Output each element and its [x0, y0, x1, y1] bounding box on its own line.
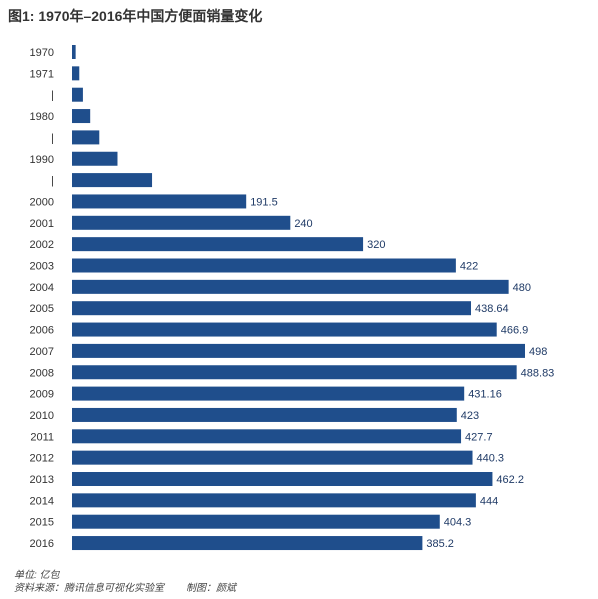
- bar: [72, 493, 476, 508]
- bar: [72, 301, 472, 316]
- category-label: 2008: [30, 367, 54, 379]
- bar: [72, 536, 423, 551]
- data-label: 488.83: [521, 367, 555, 379]
- chart-title: 图1: 1970年–2016年中国方便面销量变化: [8, 8, 263, 24]
- bar: [72, 66, 80, 81]
- data-label: 466.9: [501, 325, 529, 337]
- data-label: 404.3: [444, 517, 472, 529]
- category-label: 1970: [30, 47, 54, 59]
- data-label: 423: [461, 410, 479, 422]
- category-label: |: [51, 175, 54, 187]
- bar: [72, 472, 493, 486]
- bar: [72, 194, 247, 209]
- maker-text: 制图：颜斌: [186, 583, 236, 594]
- category-label: 2006: [30, 325, 54, 337]
- category-label: 2016: [30, 538, 54, 550]
- bar: [72, 109, 91, 124]
- category-label: 2005: [30, 303, 54, 315]
- category-label: 2007: [30, 346, 54, 358]
- category-label: 2002: [30, 239, 54, 251]
- category-label: 1980: [30, 111, 54, 123]
- data-label: 444: [480, 495, 498, 507]
- category-label: 2013: [30, 474, 54, 486]
- bar: [72, 407, 457, 422]
- category-label: 2004: [30, 282, 54, 294]
- source-note: 资料来源：腾讯信息可视化实验室 制图：颜斌: [14, 579, 236, 594]
- bar: [72, 258, 456, 273]
- bar: [72, 130, 100, 145]
- category-label: |: [51, 90, 54, 102]
- category-label: |: [51, 132, 54, 144]
- category-label: 2010: [30, 410, 54, 422]
- category-label: 2012: [30, 453, 54, 465]
- category-label: 2015: [30, 517, 54, 529]
- bar: [72, 279, 509, 294]
- category-label: 2000: [30, 196, 54, 208]
- bar: [72, 365, 517, 380]
- bar: [72, 343, 525, 358]
- source-text: 资料来源：腾讯信息可视化实验室: [14, 583, 164, 594]
- data-label: 422: [460, 261, 478, 273]
- data-label: 191.5: [250, 196, 278, 208]
- data-label: 438.64: [475, 303, 509, 315]
- unit-note: 单位: 亿包: [14, 570, 60, 581]
- category-label: 2003: [30, 261, 54, 273]
- bar: [72, 87, 83, 102]
- category-label: 2001: [30, 218, 54, 230]
- bar: [72, 173, 153, 188]
- data-label: 427.7: [465, 431, 493, 443]
- bar: [72, 45, 76, 59]
- bar: [72, 237, 364, 252]
- bar: [72, 215, 291, 230]
- bar: [72, 151, 118, 166]
- data-label: 385.2: [426, 538, 454, 550]
- data-label: 240: [294, 218, 312, 230]
- data-label: 320: [367, 239, 385, 251]
- category-label: 2011: [30, 431, 54, 443]
- bar: [72, 322, 497, 337]
- data-label: 431.16: [468, 389, 502, 401]
- category-label: 1971: [30, 68, 54, 80]
- category-label: 2009: [30, 389, 54, 401]
- category-label: 1990: [30, 154, 54, 166]
- data-label: 440.3: [477, 453, 505, 465]
- bar: [72, 514, 440, 529]
- data-label: 498: [529, 346, 547, 358]
- bar: [72, 429, 462, 444]
- data-label: 480: [513, 282, 531, 294]
- data-label: 462.2: [496, 474, 524, 486]
- bar: [72, 386, 465, 401]
- category-label: 2014: [30, 495, 54, 507]
- bar: [72, 450, 473, 465]
